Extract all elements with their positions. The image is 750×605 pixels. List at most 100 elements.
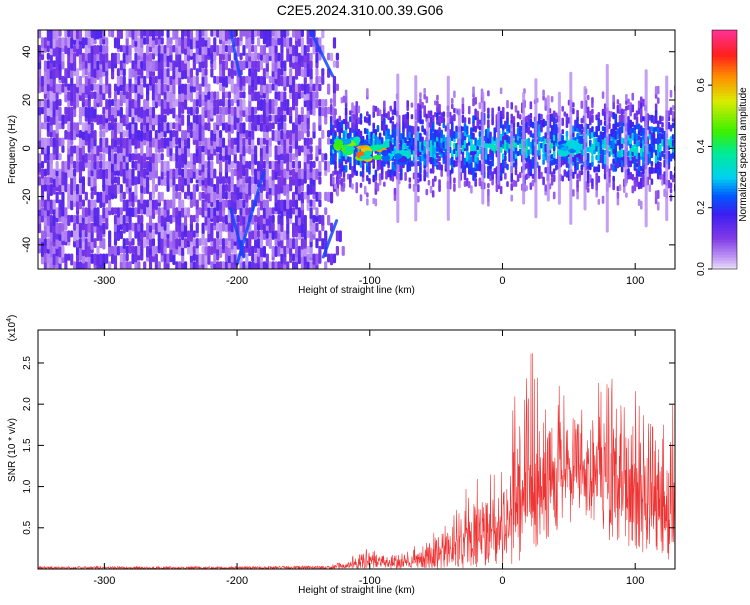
spectrogram-cell <box>334 148 337 157</box>
spectrogram-cell <box>639 102 643 109</box>
spectrogram-cell <box>461 137 465 146</box>
figure-title: C2E5.2024.310.00.39.G06 <box>277 2 444 18</box>
spectrogram-cell <box>586 123 590 130</box>
spectrogram-cell <box>297 191 302 201</box>
spectrogram-cell <box>93 68 97 79</box>
spectrogram-cell <box>542 136 545 142</box>
spectrogram-cell <box>340 120 344 129</box>
spectrogram-cell <box>99 30 103 39</box>
spectrogram-cell <box>268 261 272 269</box>
spectrogram-cell <box>346 121 350 129</box>
spectrogram-cell <box>300 168 304 180</box>
spectrogram-cell <box>256 52 261 61</box>
spectrogram-cell <box>440 117 443 124</box>
spectrogram-cell <box>172 106 176 119</box>
colorbar-segment <box>712 59 737 64</box>
spectrogram-cell <box>38 238 42 250</box>
spectrogram-cell <box>87 60 91 73</box>
colorbar-segment <box>712 182 737 186</box>
spectrogram-cell <box>119 145 123 154</box>
spectrogram-cell <box>227 52 231 62</box>
spectrogram-cell <box>254 214 258 223</box>
spectrogram-cell <box>444 125 448 132</box>
spectrogram-cell <box>429 127 433 137</box>
spectrogram-cell <box>248 114 252 123</box>
spectrogram-cell <box>318 245 322 258</box>
spectrogram-cell <box>151 99 156 107</box>
spectrogram-cell <box>175 99 179 107</box>
spectrogram-cell <box>216 238 220 250</box>
spectrogram-cell <box>540 113 543 120</box>
spectrogram-cell <box>312 214 316 223</box>
spectrogram-cell <box>429 121 433 130</box>
spectrogram-cell <box>431 120 435 129</box>
spectrogram-cell <box>81 60 85 70</box>
spectrogram-cell <box>242 75 246 87</box>
spectrogram-cell <box>586 147 590 153</box>
spectrogram-cell <box>99 129 103 139</box>
spectrogram-cell <box>189 230 194 242</box>
spectrogram-cell <box>157 30 161 40</box>
spectrogram-cell <box>514 105 518 113</box>
spectrogram-cell <box>245 168 249 180</box>
spectrogram-cell <box>280 99 284 111</box>
spectrogram-cell <box>163 60 167 68</box>
spectrogram-cell <box>90 68 94 77</box>
spectrogram-cell <box>96 145 100 156</box>
spectrogram-cell <box>140 168 144 178</box>
spectrogram-cell <box>256 91 261 102</box>
spectrogram-cell <box>669 194 673 202</box>
spectrogram-cell <box>128 99 132 110</box>
spectrogram-cell <box>340 178 344 187</box>
spectrogram-cell <box>172 245 176 256</box>
spectrogram-cell <box>338 115 342 122</box>
spectrogram-cell <box>148 238 153 249</box>
spectrogram-cell <box>461 166 465 174</box>
colorbar-segment <box>712 176 737 180</box>
snr-frame <box>37 329 676 570</box>
spectrogram-cell <box>186 44 191 56</box>
spectrogram-cell <box>631 173 635 181</box>
spectrogram-cell <box>172 230 176 240</box>
spectrogram-cell <box>40 145 45 155</box>
spectrogram-cell <box>233 145 237 155</box>
spectrogram-cell <box>236 168 240 181</box>
spectrogram-cell <box>224 122 229 133</box>
spectrogram-cell <box>309 199 313 207</box>
spectrogram-cell <box>650 161 654 167</box>
spectrogram-cell <box>393 164 397 171</box>
spectrogram-cell <box>125 52 129 65</box>
spectrogram-cell <box>639 200 643 210</box>
spectrogram-cell <box>105 253 109 264</box>
spectrogram-cell <box>224 106 229 115</box>
spectrogram-cell <box>538 142 541 151</box>
spectrogram-cell <box>419 109 422 119</box>
spectrogram-cell <box>274 261 278 269</box>
spectrogram-cell <box>151 176 156 185</box>
spectrogram-cell <box>393 170 397 177</box>
spectrogram-cell <box>631 127 635 134</box>
spectrogram-cell <box>552 122 556 132</box>
spectrogram-cell <box>227 114 231 125</box>
spectrogram-cell <box>300 191 304 204</box>
spectrogram-cell <box>518 172 522 179</box>
spectrogram-cell <box>434 158 437 167</box>
spectrogram-cell <box>378 138 382 147</box>
spectrogram-cell <box>504 132 507 141</box>
spectrogram-cell <box>175 184 179 192</box>
spectrogram-cell <box>306 83 310 94</box>
spectrogram-cell <box>297 52 302 65</box>
spectrogram-cell <box>292 30 296 38</box>
spectrogram-cell <box>589 174 592 183</box>
colorbar-segment <box>712 224 737 228</box>
spectrogram-cell <box>300 238 304 250</box>
spectrogram-cell <box>550 177 554 186</box>
spectrogram-cell <box>151 184 156 195</box>
spectrogram-cell <box>93 176 97 187</box>
spectrogram-cell <box>610 140 613 149</box>
spectrogram-cell <box>248 245 252 257</box>
spectrogram-cell <box>652 115 656 125</box>
spectrogram-cell <box>334 160 337 169</box>
spectrogram-cell <box>67 199 71 209</box>
spectrogram-cell <box>227 145 231 156</box>
